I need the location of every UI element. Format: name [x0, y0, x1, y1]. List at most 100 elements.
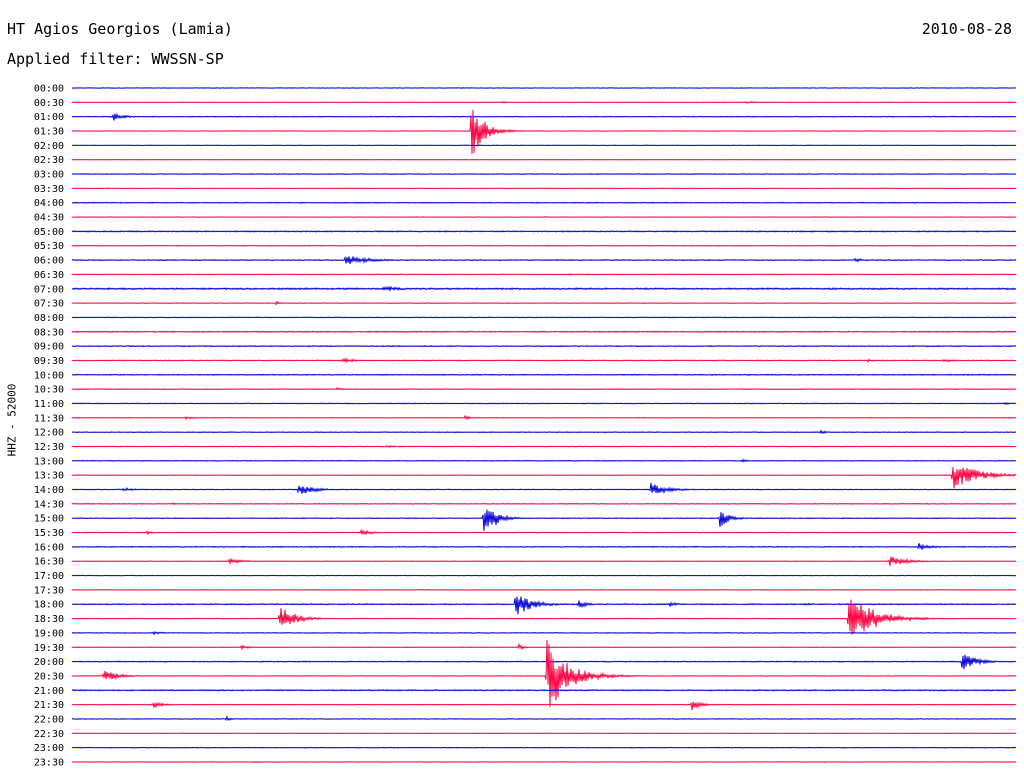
seismic-trace-row [71, 746, 1017, 749]
row-time-label: 04:00 [34, 198, 64, 209]
filter-label: Applied filter: WWSSN-SP [7, 50, 224, 68]
seismic-trace-row [71, 201, 1017, 204]
row-time-label: 14:30 [34, 499, 64, 510]
row-time-label: 10:00 [34, 370, 64, 381]
row-label-layer: 00:00 00:30 01:00 01:30 02:00 02:30 03:00 03:30… [34, 84, 64, 769]
row-time-label: 20:30 [34, 671, 64, 682]
seismic-trace-row [71, 444, 1017, 449]
seismic-trace-row [71, 300, 1017, 306]
row-time-label: 21:30 [34, 700, 64, 711]
seismic-trace-row [71, 173, 1017, 176]
row-time-label: 22:30 [34, 729, 64, 740]
row-time-label: 00:30 [34, 98, 64, 109]
station-title: HT Agios Georgios (Lamia) [7, 20, 233, 38]
row-time-label: 13:30 [34, 471, 64, 482]
row-time-label: 02:30 [34, 155, 64, 166]
row-time-label: 11:30 [34, 413, 64, 424]
row-time-label: 03:00 [34, 170, 64, 181]
seismic-trace-row [71, 640, 1017, 707]
row-time-label: 03:30 [34, 184, 64, 195]
seismic-trace-row [71, 630, 1017, 636]
seismic-trace-row [71, 144, 1017, 147]
seismic-trace-row [71, 255, 1017, 264]
row-time-label: 16:00 [34, 542, 64, 553]
seismic-trace-row [71, 467, 1017, 489]
row-time-label: 22:00 [34, 714, 64, 725]
row-time-label: 10:30 [34, 385, 64, 396]
seismic-trace-row [71, 230, 1017, 233]
seismic-trace-row [71, 100, 1017, 104]
row-time-label: 01:30 [34, 127, 64, 138]
row-time-label: 18:30 [34, 614, 64, 625]
seismic-trace-row [71, 596, 1017, 615]
seismic-trace-row [71, 502, 1017, 506]
seismic-trace-row [71, 574, 1017, 577]
row-time-label: 05:30 [34, 241, 64, 252]
record-date: 2010-08-28 [921, 20, 1012, 38]
seismic-trace-row [71, 285, 1017, 293]
seismic-trace-row [71, 688, 1017, 692]
row-time-label: 08:00 [34, 313, 64, 324]
row-time-label: 12:30 [34, 442, 64, 453]
seismic-trace-row [71, 642, 1017, 651]
row-time-label: 07:30 [34, 299, 64, 310]
seismic-trace-row [71, 401, 1017, 406]
seismic-trace-row [71, 386, 1017, 391]
row-time-label: 04:30 [34, 213, 64, 224]
row-time-label: 13:00 [34, 456, 64, 467]
seismic-trace-row [71, 330, 1017, 334]
row-time-label: 20:00 [34, 657, 64, 668]
row-time-label: 09:00 [34, 342, 64, 353]
seismic-trace-row [71, 373, 1017, 376]
row-time-label: 18:00 [34, 600, 64, 611]
row-time-label: 01:00 [34, 112, 64, 123]
row-time-label: 12:00 [34, 428, 64, 439]
seismic-trace-row [71, 715, 1017, 722]
seismic-trace-row [71, 556, 1017, 566]
seismic-trace-row [71, 654, 1017, 670]
seismic-trace-row [71, 482, 1017, 495]
seismic-trace-row [71, 187, 1017, 190]
seismic-trace-row [71, 429, 1017, 435]
seismic-trace-row [71, 458, 1017, 463]
row-time-label: 19:30 [34, 643, 64, 654]
seismic-trace-row [71, 87, 1017, 89]
seismic-trace-row [71, 509, 1017, 531]
seismic-trace-row [71, 273, 1017, 276]
row-time-label: 23:00 [34, 743, 64, 754]
seismic-trace-row [71, 316, 1017, 319]
row-time-label: 17:30 [34, 585, 64, 596]
seismic-trace-row [71, 344, 1017, 348]
row-time-label: 06:30 [34, 270, 64, 281]
row-time-label: 19:00 [34, 628, 64, 639]
seismic-trace-row [71, 701, 1017, 711]
row-time-label: 07:00 [34, 284, 64, 295]
row-time-label: 15:30 [34, 528, 64, 539]
row-time-label: 16:30 [34, 557, 64, 568]
row-time-label: 14:00 [34, 485, 64, 496]
row-time-label: 17:00 [34, 571, 64, 582]
row-time-label: 09:30 [34, 356, 64, 367]
seismic-trace-row [71, 599, 1017, 635]
row-time-label: 05:00 [34, 227, 64, 238]
row-time-label: 21:00 [34, 686, 64, 697]
seismic-trace-row [71, 760, 1017, 764]
seismic-trace-row [71, 244, 1017, 247]
seismic-trace-row [71, 414, 1017, 421]
seismic-trace-row [71, 109, 1017, 154]
row-time-label: 08:30 [34, 327, 64, 338]
row-time-label: 00:00 [34, 84, 64, 95]
row-time-label: 02:00 [34, 141, 64, 152]
row-time-label: 11:00 [34, 399, 64, 410]
seismic-trace-row [71, 589, 1017, 591]
row-time-label: 23:30 [34, 757, 64, 768]
seismic-trace-row [71, 543, 1017, 550]
trace-layer [71, 87, 1017, 764]
seismic-trace-row [71, 216, 1017, 218]
row-time-label: 06:00 [34, 256, 64, 267]
seismic-trace-row [71, 357, 1017, 364]
seismic-trace-row [71, 529, 1017, 536]
row-time-label: 15:00 [34, 514, 64, 525]
seismic-trace-row [71, 112, 1017, 121]
